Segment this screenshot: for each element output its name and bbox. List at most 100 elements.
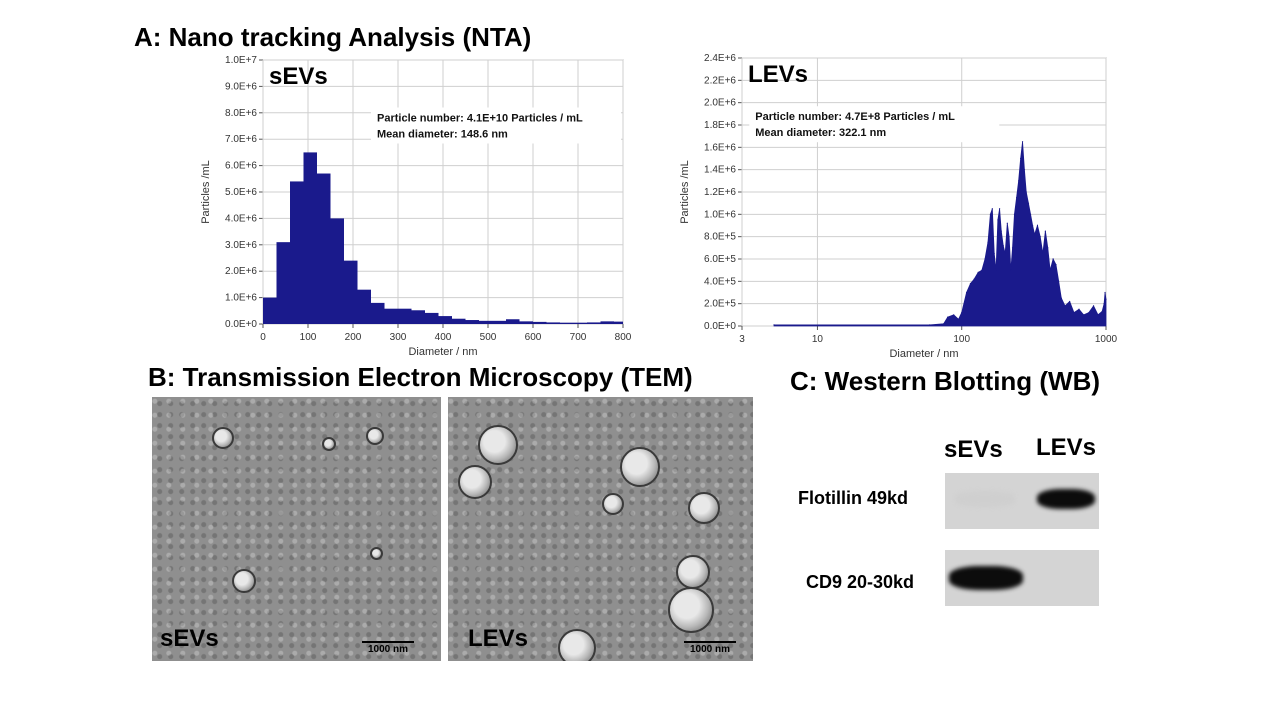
- histogram-bar: [573, 322, 587, 324]
- histogram-bar: [452, 318, 466, 324]
- wb-column-levs: LEVs: [1036, 434, 1097, 461]
- data-point: [1000, 230, 1002, 232]
- data-point: [1097, 314, 1099, 316]
- histogram-bar: [492, 320, 506, 324]
- data-point: [995, 269, 997, 271]
- tem-vesicle: [558, 629, 596, 661]
- histogram-bar: [587, 322, 601, 324]
- annotation-box: [371, 107, 621, 144]
- histogram-bar: [330, 218, 344, 324]
- tem-vesicle: [458, 465, 492, 499]
- data-point: [1034, 233, 1036, 236]
- tem-section-title: B: Transmission Electron Microscopy (TEM…: [148, 362, 693, 392]
- data-point: [1055, 263, 1057, 266]
- data-point: [947, 316, 949, 318]
- tem-vesicle: [676, 555, 710, 589]
- data-point: [1103, 303, 1105, 305]
- wb-band-flotillin-levs: [1037, 489, 1095, 509]
- y-tick-label: 1.4E+6: [704, 165, 736, 176]
- wb-band-cd9-sevs: [949, 566, 1023, 590]
- panel-label: LEVs: [748, 61, 808, 88]
- annotation-text: Particle number: 4.7E+8 Particles / mL: [755, 111, 955, 123]
- histogram-bar: [371, 302, 385, 324]
- x-tick-label: 200: [345, 332, 362, 343]
- data-point: [1088, 312, 1090, 314]
- y-tick-label: 2.0E+6: [225, 266, 257, 277]
- data-point: [1021, 141, 1024, 143]
- data-point: [1008, 236, 1010, 238]
- histogram-bar: [276, 242, 290, 324]
- y-tick-label: 2.0E+5: [704, 299, 736, 310]
- histogram-bar: [384, 308, 398, 324]
- y-tick-label: 0.0E+0: [704, 321, 736, 332]
- data-point: [1069, 300, 1071, 303]
- data-point: [1029, 213, 1032, 215]
- x-tick-label: 700: [570, 332, 587, 343]
- x-tick-label: 10: [812, 334, 824, 345]
- data-point: [1092, 305, 1095, 307]
- data-point: [984, 258, 986, 260]
- data-point: [1006, 222, 1008, 224]
- histogram-bar: [398, 308, 412, 324]
- y-tick-label: 7.0E+6: [225, 134, 257, 145]
- data-point: [997, 219, 999, 221]
- x-tick-label: 500: [480, 332, 497, 343]
- data-point: [1002, 245, 1004, 247]
- y-axis-label: Particles /mL: [200, 160, 212, 224]
- data-point: [987, 241, 989, 243]
- y-tick-label: 0.0E+0: [225, 319, 257, 330]
- nta-charts: 0.0E+0 1.0E+6 2.0E+6 3.0E+6 4.0E+6 5.0E+6 6.0E…: [200, 53, 1118, 360]
- annotation-text: Mean diameter: 148.6 nm: [377, 129, 508, 141]
- y-tick-label: 9.0E+6: [225, 81, 257, 92]
- histogram-bar: [438, 316, 452, 324]
- histogram-bar: [263, 297, 277, 324]
- histogram-bar: [317, 173, 331, 324]
- data-point: [998, 208, 1001, 210]
- data-point: [1011, 247, 1014, 249]
- data-point: [991, 208, 993, 210]
- y-tick-label: 2.0E+6: [704, 98, 736, 109]
- x-tick-label: 1000: [1095, 334, 1118, 345]
- x-tick-label: 800: [615, 332, 632, 343]
- tem-vesicle: [322, 437, 336, 451]
- wb-strip-cd9: [945, 550, 1099, 606]
- x-tick-label: 600: [525, 332, 542, 343]
- annotation-text: Mean diameter: 322.1 nm: [755, 127, 886, 139]
- data-point: [1032, 224, 1034, 227]
- histogram-bar: [290, 181, 304, 324]
- histogram-bar: [479, 320, 493, 324]
- data-point: [965, 291, 968, 294]
- y-tick-label: 4.0E+5: [704, 276, 736, 287]
- y-tick-label: 1.0E+6: [225, 293, 257, 304]
- histogram-bar: [600, 321, 614, 324]
- data-point: [1083, 314, 1085, 316]
- tem-vesicle: [366, 427, 384, 445]
- data-point: [1025, 191, 1027, 193]
- tem-vesicle: [668, 587, 714, 633]
- y-tick-label: 1.8E+6: [704, 120, 736, 131]
- y-tick-label: 6.0E+6: [225, 161, 257, 172]
- data-point: [1004, 252, 1006, 255]
- tem-label-levs: LEVs: [468, 625, 529, 652]
- data-point: [1027, 202, 1030, 204]
- tem-vesicle: [478, 425, 518, 465]
- data-point: [961, 312, 963, 314]
- data-point: [1013, 213, 1016, 215]
- data-point: [1078, 308, 1080, 310]
- data-point: [1015, 196, 1018, 199]
- x-tick-label: 300: [390, 332, 407, 343]
- y-tick-label: 2.2E+6: [704, 75, 736, 86]
- y-tick-label: 4.0E+6: [225, 213, 257, 224]
- data-point: [1064, 305, 1066, 307]
- y-tick-label: 3.0E+6: [225, 240, 257, 251]
- y-tick-label: 1.2E+6: [704, 187, 736, 198]
- x-tick-label: 3: [739, 334, 745, 345]
- annotation-box: [749, 106, 1000, 143]
- data-point: [1101, 310, 1103, 313]
- tem-vesicle: [370, 547, 383, 560]
- histogram-bar: [506, 319, 520, 324]
- histogram-bar: [357, 289, 371, 324]
- nta-section-title: A: Nano tracking Analysis (NTA): [134, 22, 532, 52]
- y-tick-label: 1.6E+6: [704, 142, 736, 153]
- data-point: [1047, 247, 1049, 249]
